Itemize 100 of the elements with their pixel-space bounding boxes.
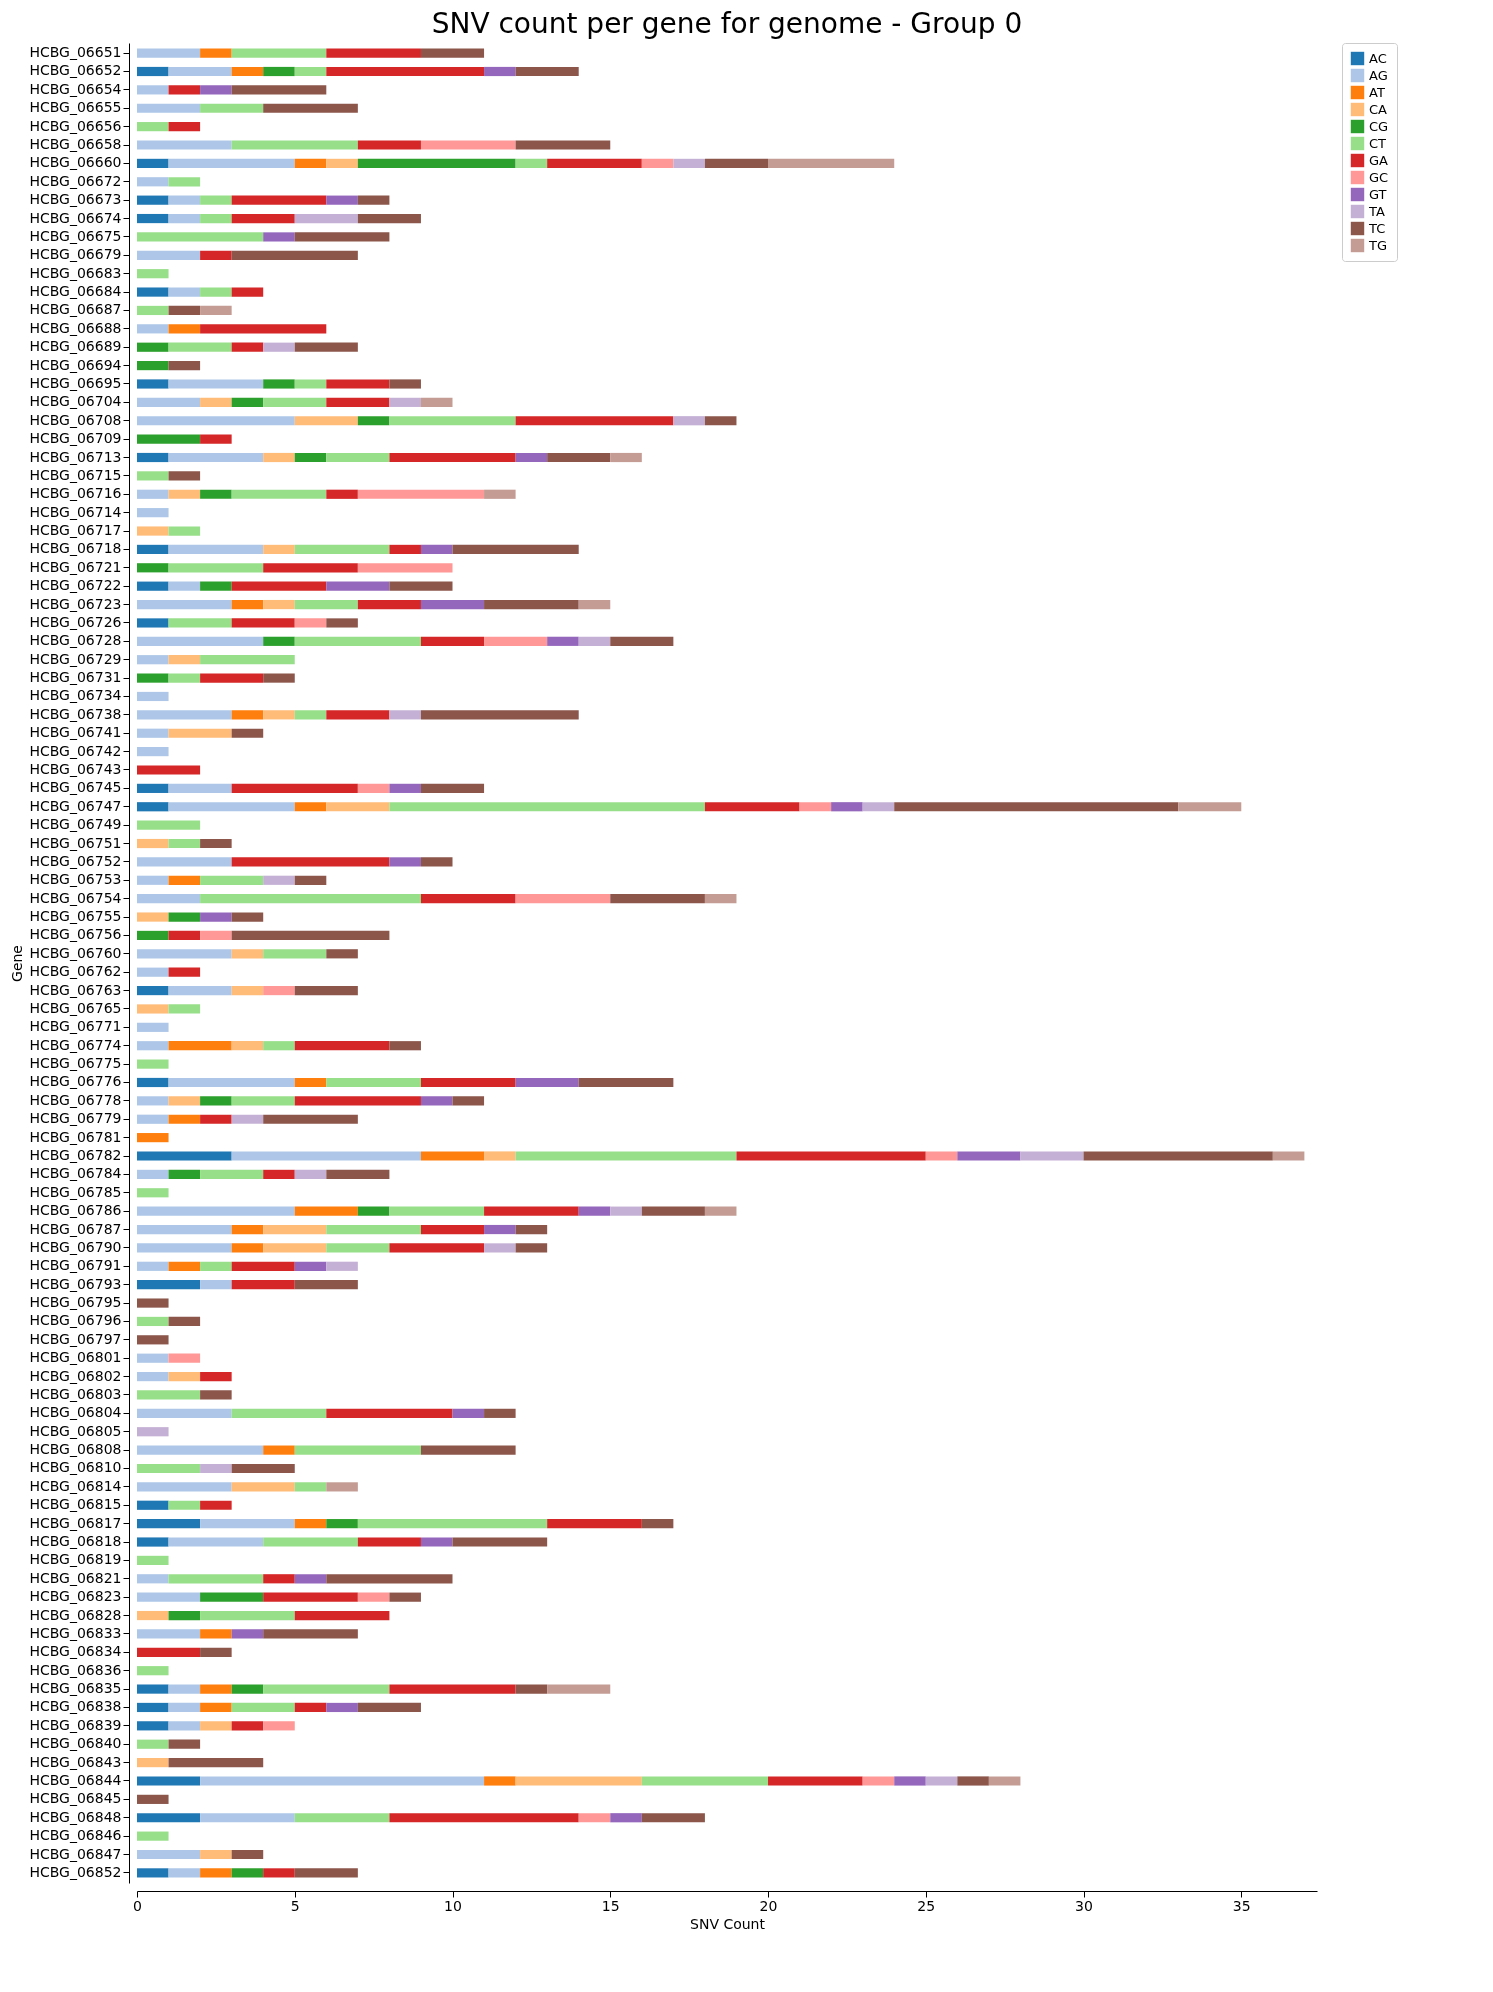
bar [610, 1813, 642, 1823]
bar [137, 66, 169, 77]
bar [294, 1868, 358, 1878]
bar [200, 1684, 232, 1694]
bar [231, 1280, 295, 1290]
bar [294, 636, 421, 646]
bar [673, 416, 705, 426]
bar [263, 452, 295, 463]
legend-label: AG [1369, 67, 1388, 83]
bar [137, 857, 232, 867]
bar [137, 471, 169, 481]
bar [389, 379, 421, 389]
y-tick-label: HCBG_06852 [29, 1863, 122, 1880]
bar [263, 66, 295, 77]
bar [389, 802, 705, 812]
bar [137, 1096, 169, 1106]
legend-label: AC [1369, 50, 1387, 66]
bar [200, 1096, 232, 1106]
bar [168, 618, 232, 628]
bar [420, 1077, 516, 1088]
bar [137, 581, 169, 591]
bar [200, 673, 264, 683]
bar [168, 195, 201, 205]
bar [326, 1169, 390, 1179]
bar [515, 1243, 548, 1253]
x-tick-label: 15 [601, 1897, 620, 1914]
bar [231, 1096, 295, 1106]
bar [231, 857, 390, 867]
bar [168, 1114, 201, 1124]
bar [200, 1371, 232, 1382]
bar [137, 1041, 169, 1051]
bar [420, 1537, 453, 1547]
y-tick-label: HCBG_06775 [29, 1055, 122, 1072]
x-tick-label: 10 [444, 1897, 462, 1914]
y-tick-label: HCBG_06836 [29, 1661, 122, 1678]
bar [294, 1041, 390, 1051]
bar [610, 894, 705, 904]
y-tick-label: HCBG_06817 [29, 1514, 122, 1531]
bar [326, 1243, 390, 1253]
bar [389, 710, 421, 720]
bar [894, 1776, 926, 1786]
bar [420, 48, 485, 58]
y-tick-label: HCBG_06839 [29, 1716, 122, 1733]
y-tick-label: HCBG_06656 [29, 117, 122, 134]
y-tick-label: HCBG_06754 [29, 889, 122, 906]
bar [389, 1813, 579, 1823]
bar [137, 342, 169, 352]
bar [137, 250, 201, 260]
legend-label: GC [1369, 169, 1389, 185]
y-tick-label: HCBG_06718 [29, 540, 122, 557]
bar [168, 287, 201, 297]
bar [137, 655, 169, 665]
bar [357, 1592, 390, 1602]
bar [231, 1261, 295, 1271]
bar [137, 1849, 201, 1860]
bar [231, 1114, 264, 1124]
bar [231, 1702, 295, 1713]
y-tick-label: HCBG_06781 [29, 1128, 122, 1145]
bar [168, 526, 201, 536]
bar [200, 250, 232, 260]
bar [294, 1169, 327, 1179]
bar [137, 1721, 169, 1731]
bar [137, 416, 295, 426]
bar [231, 287, 264, 297]
y-tick-label: HCBG_06741 [29, 724, 122, 741]
bar [610, 452, 642, 463]
bar [294, 544, 390, 555]
bar [547, 158, 642, 168]
bar [326, 1702, 358, 1713]
bar [294, 1280, 358, 1290]
bar [137, 673, 169, 683]
legend-label: TG [1368, 237, 1388, 253]
y-tick-label: HCBG_06795 [29, 1294, 122, 1311]
bar [641, 1206, 705, 1216]
bar [389, 544, 421, 555]
bar [231, 985, 264, 996]
bar [420, 894, 516, 904]
bar [168, 1077, 295, 1088]
bar [200, 489, 232, 499]
bar [137, 526, 169, 536]
legend-label: TA [1368, 203, 1385, 219]
bar [137, 1794, 169, 1804]
y-tick-label: HCBG_06731 [29, 669, 122, 686]
bar [137, 728, 169, 738]
bar [137, 177, 169, 187]
bar [168, 1500, 201, 1510]
bar [484, 1151, 516, 1161]
legend-label: CT [1369, 135, 1387, 151]
bar [736, 1151, 926, 1161]
bar [294, 1574, 327, 1584]
bar [925, 1776, 958, 1786]
bar [484, 1776, 516, 1786]
bar [200, 324, 327, 334]
bar [420, 1151, 485, 1161]
bar [294, 452, 327, 463]
bar [137, 48, 201, 58]
bar [137, 912, 169, 922]
bar [200, 1629, 232, 1639]
bar [862, 1776, 895, 1786]
y-tick-label: HCBG_06785 [29, 1183, 122, 1200]
